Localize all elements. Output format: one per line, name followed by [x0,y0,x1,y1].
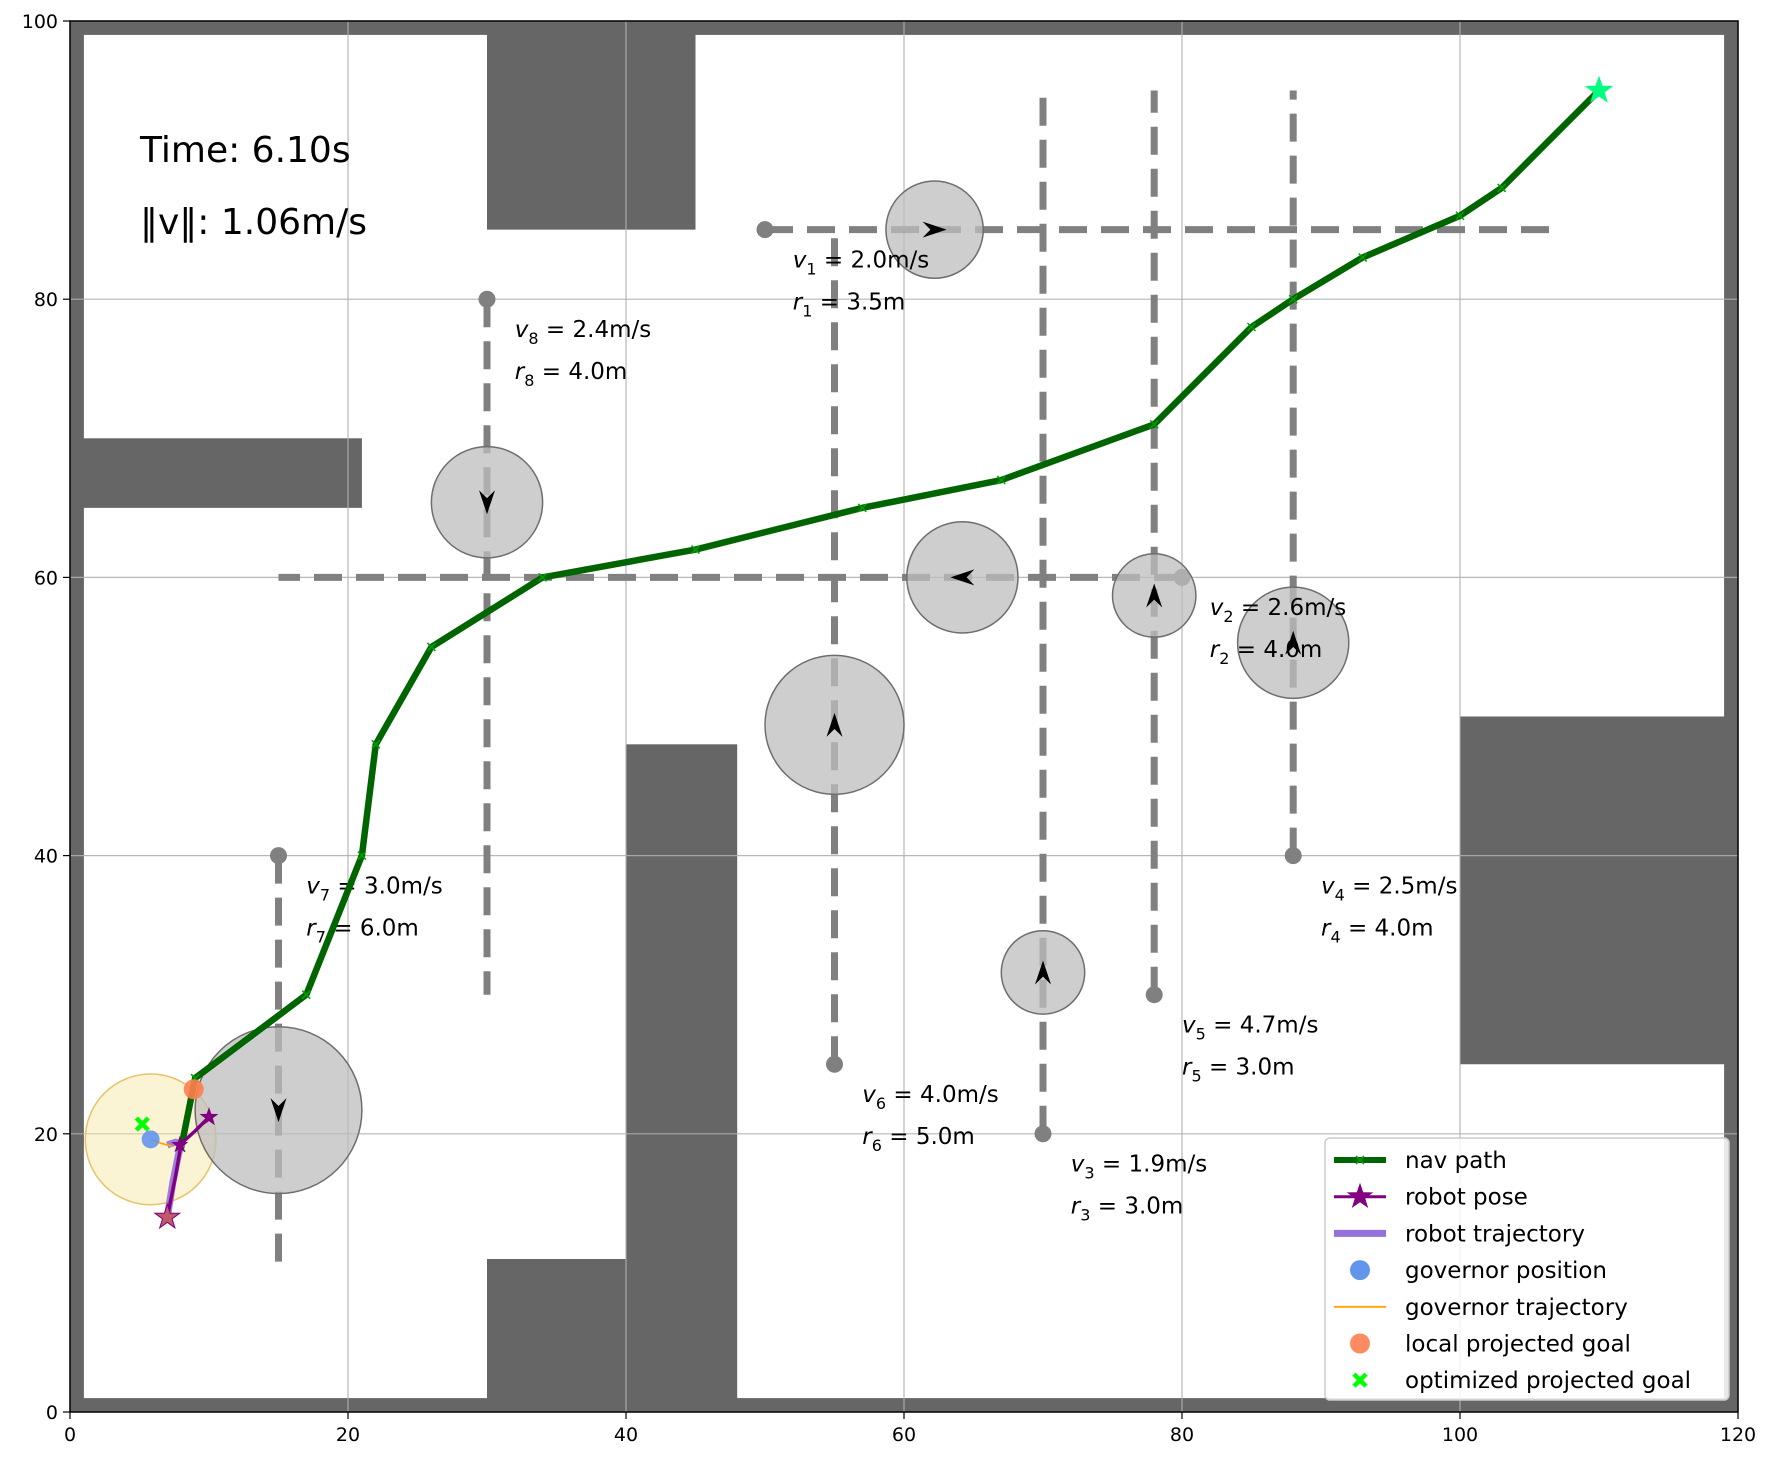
legend-label: robot trajectory [1405,1221,1585,1247]
lane-start-dot [1034,1125,1052,1143]
nav-path-waypoint [301,990,311,1000]
lane-label: v1 = 2.0m/s [793,247,929,278]
nav-path-waypoint [1358,252,1368,263]
pedestrian-direction-arrow [1035,960,1051,985]
local-projected-goal-marker [183,1079,204,1100]
x-tick-label: 20 [336,1424,360,1446]
lane-label: r5 = 3.0m [1182,1054,1295,1085]
pedestrian-direction-arrow [270,1098,287,1123]
obstacle-block [487,21,696,230]
legend: nav path robot pose robot trajectory govern… [1324,1137,1730,1401]
lane-label: v2 = 2.6m/s [1210,595,1346,626]
lane-label: v7 = 3.0m/s [306,873,442,904]
nav-path-waypoint [426,642,436,652]
x-tick-label: 80 [1170,1424,1194,1446]
lane-start-dot [1145,986,1163,1004]
legend-label: local projected goal [1405,1332,1631,1358]
legend-handle [1346,1182,1374,1208]
lane-start-dot [270,847,287,865]
pedestrian-direction-arrow [1285,630,1302,655]
legend-handle [1352,1372,1368,1388]
lane-label: r7 = 6.0m [306,915,419,946]
x-tick-label: 40 [614,1424,638,1446]
lane-label: v5 = 4.7m/s [1182,1012,1318,1043]
pedestrian-direction-arrow [479,490,495,515]
x-tick-label: 120 [1720,1424,1756,1446]
x-tick-label: 100 [1442,1424,1478,1446]
nav-path-waypoint [857,503,867,513]
pedestrian-direction-arrow [826,712,843,737]
nav-path-waypoint [1246,322,1257,332]
legend-box [1324,1137,1730,1401]
pedestrian-direction-arrow [1146,583,1163,608]
obstacle-block [487,1258,626,1412]
lane-label: r3 = 3.0m [1071,1194,1184,1225]
robot-pose-marker [171,1135,189,1153]
nav-path-markers [176,86,1604,1153]
lane-start-dot [478,290,496,308]
y-tick-label: 20 [34,1124,58,1146]
nav-path-waypoint [1497,183,1507,193]
nav-path-waypoint [690,545,701,555]
nav-path-waypoint [357,851,367,861]
legend-label: optimized projected goal [1405,1368,1691,1394]
robot-pose-marker [199,1107,219,1126]
nav-path-waypoint [1149,419,1159,429]
goal-star [1584,75,1614,103]
lane-start-dot [826,1055,843,1073]
y-tick-label: 40 [34,846,58,868]
optimized-projected-goal-marker [134,1116,150,1132]
pedestrian-direction-arrow [922,221,947,238]
lane-start-dot [1284,847,1302,865]
governor-position-marker [141,1130,160,1149]
y-tick-label: 0 [46,1402,58,1424]
lane-start-dot [756,221,774,239]
lane-label: v3 = 1.9m/s [1071,1152,1207,1183]
y-tick-label: 80 [34,289,58,311]
axis-ticks: 0 20 40 60 80 100 120 0 20 40 60 80 100 [22,11,1756,1446]
lane-label: r2 = 4.0m [1210,637,1323,668]
lane-label: v6 = 4.0m/s [862,1082,998,1113]
legend-handle [1350,1333,1370,1354]
pedestrian-direction-arrow [950,569,975,586]
lane-label: r1 = 3.5m [793,289,906,320]
time-readout: Time: 6.10s [139,130,351,171]
robot-start-star [153,1202,182,1230]
legend-handle [1350,1260,1370,1281]
pedestrians [194,180,1350,1195]
legend-label: robot pose [1405,1185,1528,1211]
legend-label: governor trajectory [1405,1295,1628,1321]
lane-label: r8 = 4.0m [515,359,628,390]
obstacle-block [70,21,84,1412]
lane-label: r4 = 4.0m [1321,915,1434,946]
x-tick-label: 0 [64,1424,76,1446]
legend-label: governor position [1405,1258,1607,1284]
legend-handle [1355,1155,1365,1165]
speed-readout: ‖v‖: 1.06m/s [140,202,367,243]
y-tick-label: 100 [22,11,58,33]
lane-label: v8 = 2.4m/s [515,317,651,348]
x-tick-label: 60 [892,1424,916,1446]
nav-path-waypoint [996,475,1006,485]
y-tick-label: 60 [34,567,58,589]
nav-path-waypoint [1288,294,1298,304]
nav-path-waypoint [1455,211,1465,221]
lane-label: r6 = 5.0m [862,1124,975,1155]
lane-label: v4 = 2.5m/s [1321,873,1457,904]
obstacle-block [626,744,738,1412]
nav-path-waypoint [371,739,381,749]
obstacle-block [70,438,362,508]
obstacle-block [1460,716,1738,1065]
legend-label: nav path [1405,1148,1507,1174]
nav-path-waypoint [538,572,548,582]
